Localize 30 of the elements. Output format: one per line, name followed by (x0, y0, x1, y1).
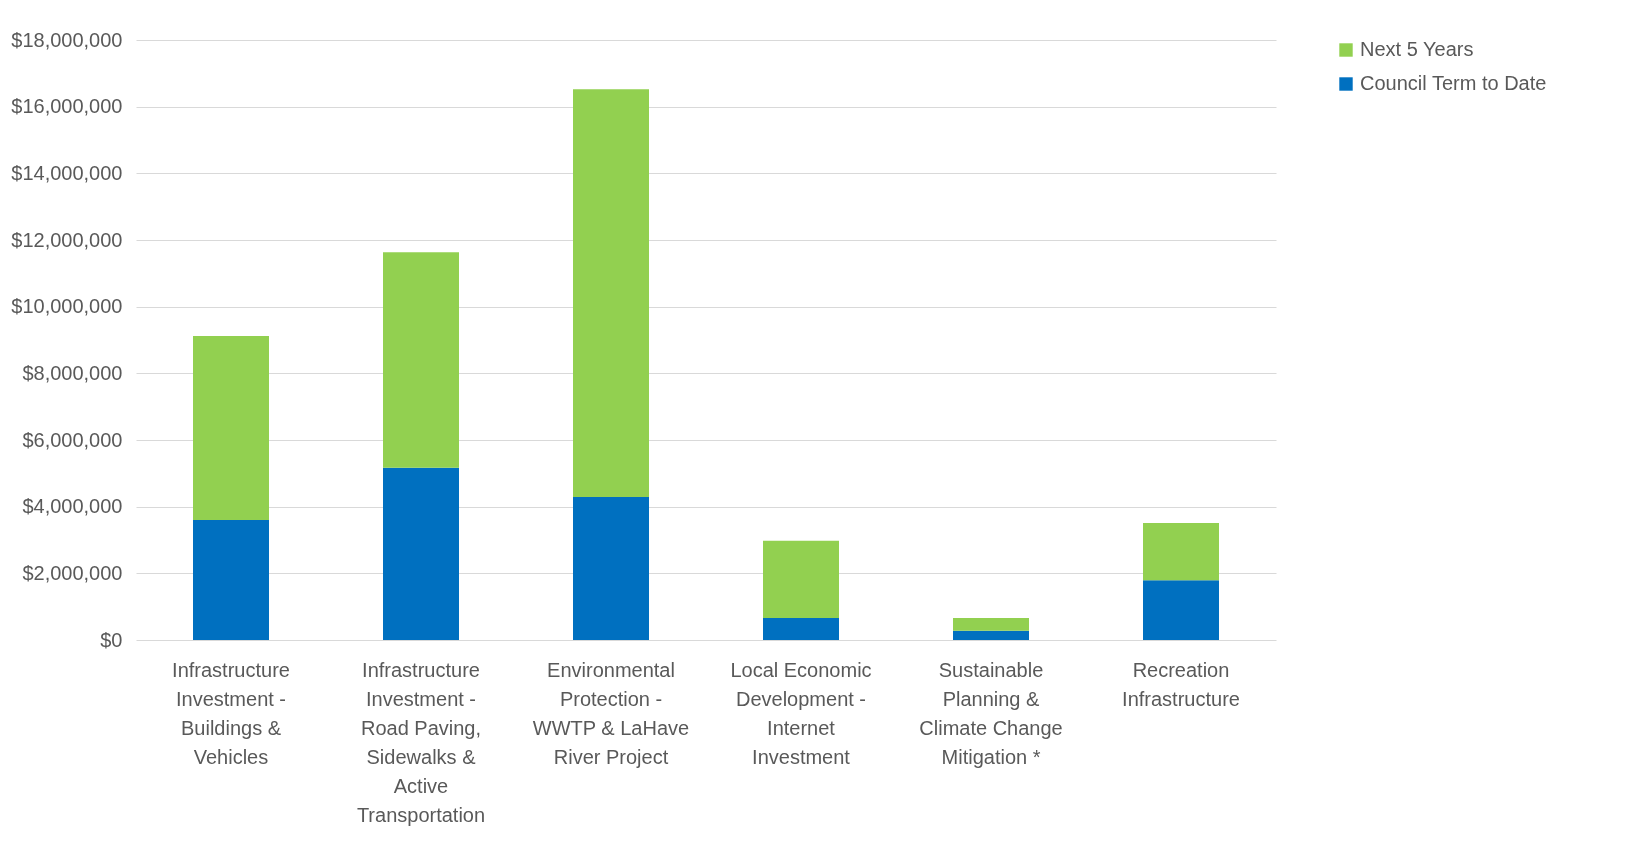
y-tick-label: $2,000,000 (22, 561, 123, 584)
bar (763, 618, 839, 640)
x-tick-label: Infrastructure Investment - Road Paving, Sidewalks & Active Transportation (356, 658, 486, 826)
legend-label: Next 5 Years (1360, 38, 1474, 60)
bar (383, 252, 459, 468)
x-tick-label: Local Economic Development - Internet Investment (730, 658, 872, 768)
y-tick-label: $18,000,000 (11, 28, 123, 51)
x-tick-label: Infrastructure Investment - Buildings & Vehicles (172, 658, 290, 768)
bar (1143, 580, 1219, 640)
y-tick-label: $4,000,000 (22, 495, 123, 518)
y-tick-label: $6,000,000 (22, 428, 123, 451)
bar (193, 520, 269, 640)
bar (573, 497, 649, 640)
bar (193, 336, 269, 520)
bar (573, 89, 649, 497)
y-tick-label: $10,000,000 (11, 295, 123, 318)
x-tick-label: Environmental Protection - WWTP & LaHave River Project (532, 658, 690, 768)
bar (1143, 523, 1219, 581)
bar (763, 540, 839, 618)
bar (383, 467, 459, 640)
y-tick-label: $8,000,000 (22, 361, 123, 384)
y-tick-label: $12,000,000 (11, 228, 123, 251)
y-tick-label: $0 (100, 628, 123, 651)
y-tick-label: $14,000,000 (11, 161, 123, 184)
x-tick-label: Recreation Infrastructure (1122, 658, 1240, 710)
x-tick-label: Sustainable Planning & Climate Change Mitigation * (919, 658, 1063, 768)
legend-label: Council Term to Date (1360, 72, 1547, 94)
y-tick-label: $16,000,000 (11, 95, 123, 118)
bar (953, 630, 1029, 640)
bar (953, 618, 1029, 631)
